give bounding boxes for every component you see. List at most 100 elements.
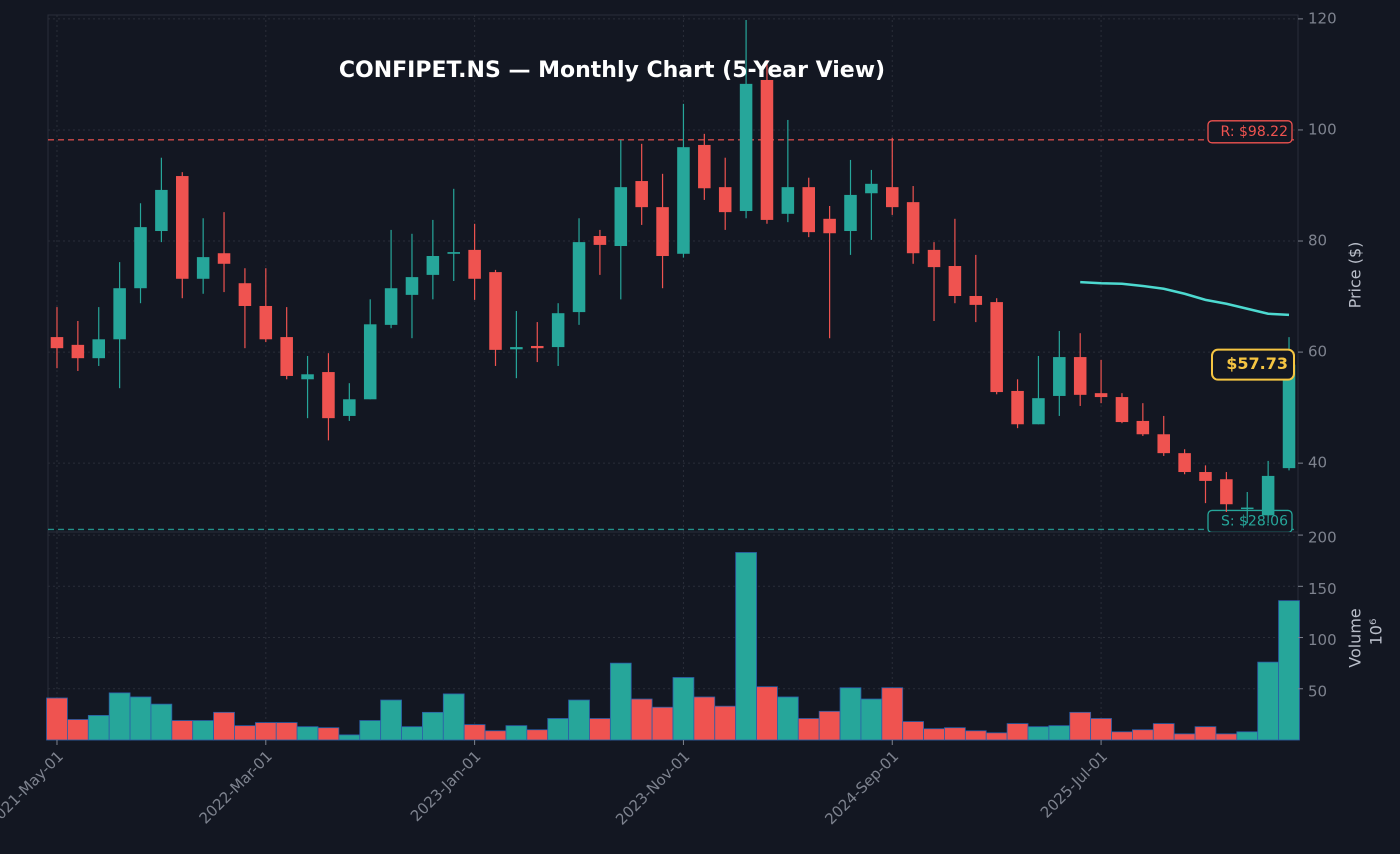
volume-bar [359, 720, 382, 741]
volume-bar [589, 718, 611, 741]
candle-body [739, 83, 753, 212]
volume-bar [1027, 726, 1050, 741]
level-label: R: $98.22 [1221, 124, 1288, 140]
candle-body [760, 79, 774, 220]
last-price-label: $57.73 [1226, 354, 1288, 373]
candle-body [656, 207, 669, 257]
candle-body [698, 144, 711, 189]
candle-body [384, 288, 398, 325]
last-price-box [1211, 348, 1295, 381]
candle-body [906, 202, 920, 254]
candle-body [196, 257, 210, 279]
volume-bar [526, 729, 549, 741]
candle-body [551, 313, 565, 348]
candle-body [927, 249, 941, 268]
volume-bar [254, 722, 277, 741]
volume-bar [756, 686, 778, 741]
candle-body [363, 324, 377, 400]
volume-bar [964, 730, 987, 741]
candle-body [969, 295, 983, 305]
volume-bar [1194, 726, 1217, 741]
y-tick-label: 50 [1308, 682, 1327, 700]
volume-bar [422, 711, 444, 741]
candle-body [343, 399, 356, 416]
candle-body [1094, 393, 1108, 398]
volume-bar [67, 719, 89, 741]
volume-bar [1048, 725, 1071, 741]
candle-body [468, 249, 481, 279]
candle-body [718, 187, 732, 213]
candle-body [301, 374, 314, 380]
volume-bar [1069, 711, 1092, 741]
y-tick-label: 60 [1308, 343, 1327, 361]
candle-body [1053, 357, 1066, 396]
y-tick-label: 200 [1308, 529, 1337, 547]
volume-bar [1132, 729, 1154, 741]
candle-body [531, 345, 544, 349]
volume-bar [442, 693, 465, 741]
volume-bar [108, 692, 131, 741]
candle-body [1178, 453, 1191, 473]
y-axis-title: Volume [1346, 608, 1365, 668]
candle-body [885, 187, 899, 208]
volume-bar [985, 732, 1008, 741]
volume-bar [46, 697, 68, 741]
y-tick-label: 150 [1308, 580, 1337, 598]
volume-bar [860, 698, 883, 741]
volume-bar [923, 728, 945, 741]
candle-body [238, 283, 252, 306]
volume-bar [1278, 600, 1300, 741]
candle-body [1220, 479, 1233, 505]
x-tick-label: 2023-Nov-01 [612, 747, 693, 828]
candle-body [844, 194, 857, 232]
x-tick-label: 2025-Jul-01 [1037, 747, 1111, 821]
candle-body [1136, 420, 1150, 435]
volume-bar [150, 703, 173, 741]
volume-plot [46, 532, 1300, 741]
price-plot: R: $98.22 S: $28.06 [48, 15, 1298, 532]
volume-bar [902, 721, 924, 741]
x-tick-label: 2023-Jan-01 [407, 747, 485, 825]
candle-body [614, 187, 628, 247]
volume-bar [275, 722, 298, 741]
candle-body [572, 242, 586, 313]
volume-bar [881, 687, 904, 741]
volume-bar [1111, 731, 1133, 741]
candle-body [1240, 507, 1254, 510]
volume-bar [797, 718, 820, 741]
volume-bar [192, 720, 214, 741]
candle-body [447, 252, 461, 254]
volume-bar [338, 734, 361, 741]
candle-body [1011, 390, 1024, 425]
offset-label: 10⁶ [1367, 619, 1386, 646]
volume-bar [693, 696, 716, 741]
candle-body [1199, 472, 1212, 481]
volume-bar [463, 724, 486, 741]
volume-bar [317, 727, 340, 741]
candle-body [781, 187, 795, 214]
candle-body [1115, 397, 1129, 423]
chart-title: CONFIPET.NS — Monthly Chart (5-Year View… [339, 58, 885, 83]
y-tick-label: 40 [1308, 454, 1327, 472]
volume-bar [1173, 733, 1196, 741]
y-tick-label: 100 [1308, 631, 1337, 649]
volume-bar [401, 726, 423, 741]
candle-body [1261, 475, 1275, 516]
level-label: S: $28.06 [1221, 513, 1288, 529]
candle-body [426, 256, 440, 275]
y-tick-label: 100 [1308, 120, 1337, 138]
volume-bar [505, 725, 528, 741]
volume-bar [129, 696, 152, 741]
candle-body [50, 337, 64, 349]
moving-average [1080, 280, 1290, 317]
volume-bar [609, 662, 632, 741]
candle-body [1032, 398, 1045, 425]
volume-bar [1257, 661, 1279, 741]
candle-body [948, 266, 962, 296]
volume-bar [1152, 723, 1175, 741]
candle-body [823, 218, 836, 234]
candle-body [865, 183, 878, 194]
candle-body [489, 272, 502, 350]
candle-body [1073, 357, 1087, 395]
